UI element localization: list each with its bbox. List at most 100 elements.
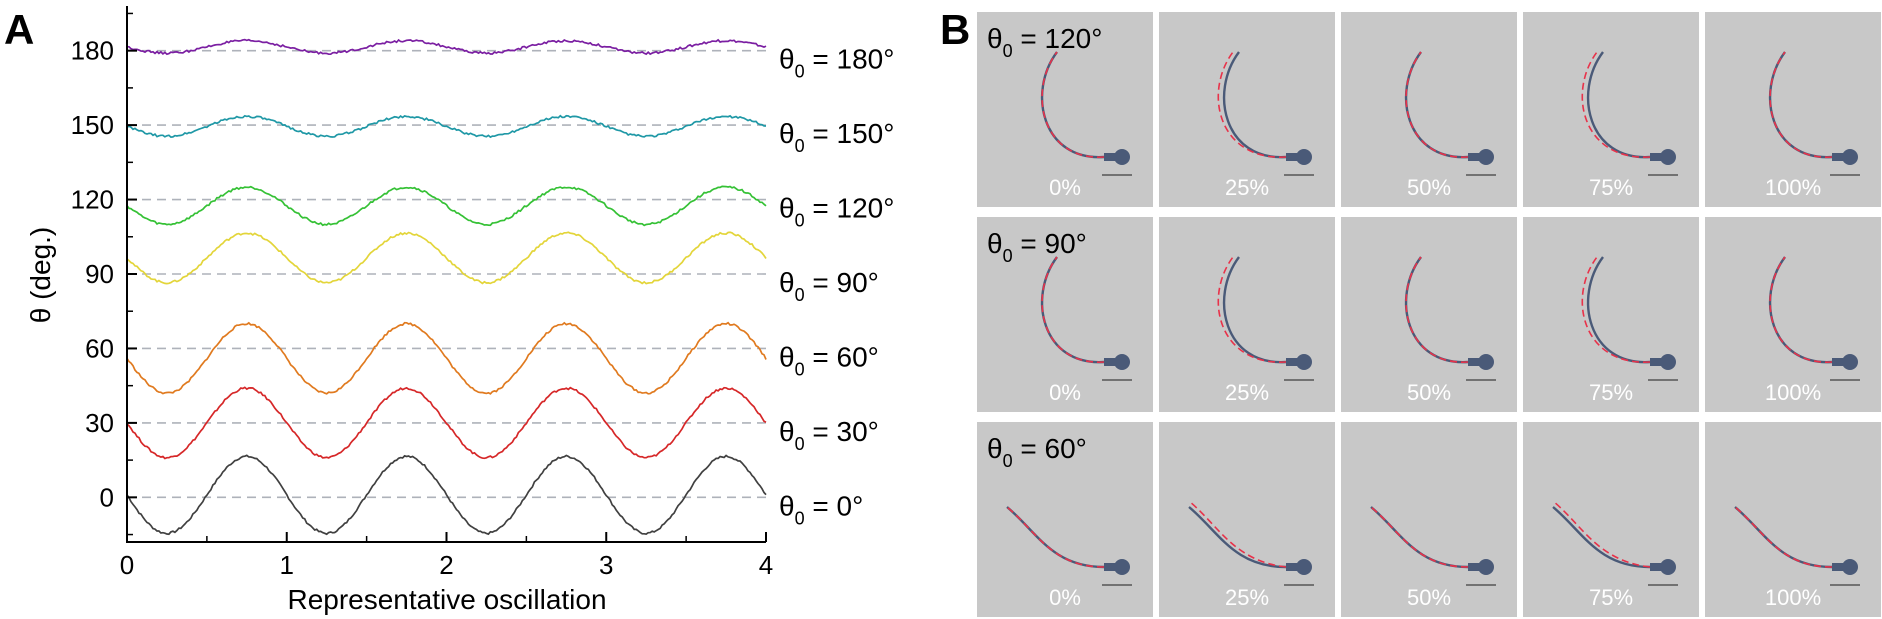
series-label-theta0-90: θ0 = 90° [779,267,879,305]
series-label-theta0-150: θ0 = 150° [779,118,894,156]
head-neck [1650,358,1664,366]
panel-b-letter: B [940,6,970,53]
series-label-theta0-60: θ0 = 60° [779,341,879,379]
snapshot-tile: 25% [1159,12,1335,207]
head-neck [1286,358,1300,366]
series-label-theta0-0: θ0 = 0° [779,490,863,528]
y-tick-label-180: 180 [71,36,114,66]
head-bead [1842,354,1858,370]
head-neck [1650,563,1664,571]
model-overlay [1581,51,1651,158]
head-bead [1478,559,1494,575]
head-neck [1832,153,1846,161]
axis-ticks: 0 1 2 3 4 0 30 60 90 120 150 180 [71,12,773,580]
snapshot-tile: 25% [1159,422,1335,617]
model-overlay [1370,506,1469,568]
model-overlay [1552,500,1651,568]
model-overlay [1217,256,1287,363]
head-neck [1832,358,1846,366]
snapshot-tile: 75% [1523,12,1699,207]
y-tick-label-150: 150 [71,110,114,140]
y-tick-label-0: 0 [100,482,114,512]
series-label-theta0-180: θ0 = 180° [779,44,894,82]
head-bead [1114,559,1130,575]
filament-shape [1768,256,1833,364]
snapshot-grid: 0% 25% 50% 75% 100% θ0 = 120° 0% 25% 50% 75% 100% θ… [977,12,1881,617]
head-neck [1286,563,1300,571]
snapshot-percent-label: 25% [1225,175,1269,200]
snapshot-percent-label: 75% [1589,380,1633,405]
x-tick-label-2: 2 [439,550,453,580]
filament-shape [1552,506,1651,569]
y-tick-label-60: 60 [85,333,114,363]
snapshot-percent-label: 75% [1589,585,1633,610]
snapshot-tile: 25% [1159,217,1335,412]
head-bead [1478,354,1494,370]
snapshot-tile: 100% [1705,422,1881,617]
snapshot-percent-label: 0% [1049,380,1081,405]
filament-shape [1040,51,1105,159]
model-overlay [1217,51,1287,158]
filament-shape [1188,506,1287,569]
filament-shape [1222,51,1287,159]
filament-shape [1404,256,1469,364]
head-neck [1650,153,1664,161]
snapshot-tile: 100% [1705,12,1881,207]
y-tick-label-30: 30 [85,408,114,438]
row-label-theta0: θ0 = 120° [987,23,1102,61]
model-overlay [1006,506,1105,568]
head-neck [1104,358,1118,366]
head-bead [1296,559,1312,575]
filament-shape [1586,51,1651,159]
x-tick-label-4: 4 [759,550,773,580]
x-tick-label-0: 0 [120,550,134,580]
snapshot-percent-label: 25% [1225,380,1269,405]
series-label-theta0-120: θ0 = 120° [779,193,894,231]
head-bead [1478,149,1494,165]
snapshot-percent-label: 100% [1765,585,1821,610]
snapshot-tile: 0% [977,422,1153,617]
head-neck [1468,563,1482,571]
snapshot-percent-label: 50% [1407,175,1451,200]
snapshot-tile: 75% [1523,217,1699,412]
model-overlay [1188,500,1287,568]
filament-shape [1586,256,1651,364]
head-neck [1832,563,1846,571]
head-bead [1114,354,1130,370]
series-line-theta0-90 [126,231,767,285]
series-lines [126,38,767,536]
row-label-theta0: θ0 = 60° [987,433,1087,471]
snapshot-tile: 0% [977,12,1153,207]
head-neck [1104,563,1118,571]
series-line-theta0-60 [126,321,767,395]
y-tick-label-120: 120 [71,185,114,215]
snapshot-tile: 50% [1341,12,1517,207]
head-bead [1114,149,1130,165]
x-tick-label-3: 3 [599,550,613,580]
series-line-theta0-30 [126,386,767,460]
snapshot-percent-label: 100% [1765,175,1821,200]
series-line-theta0-0 [126,454,767,536]
y-axis-title: θ (deg.) [25,227,56,324]
head-bead [1660,559,1676,575]
y-tick-label-90: 90 [85,259,114,289]
row-label-theta0: θ0 = 90° [987,228,1087,266]
snapshot-percent-label: 25% [1225,585,1269,610]
snapshot-tile: 75% [1523,422,1699,617]
filament-shape [1040,256,1105,364]
series-line-theta0-180 [126,38,767,56]
head-bead [1660,149,1676,165]
model-overlay [1734,506,1833,568]
panel-a-letter: A [4,6,34,53]
snapshot-tile: 50% [1341,422,1517,617]
snapshot-percent-label: 50% [1407,585,1451,610]
snapshot-percent-label: 0% [1049,585,1081,610]
series-line-theta0-120 [126,185,767,227]
head-neck [1468,153,1482,161]
snapshot-tile: 50% [1341,217,1517,412]
series-label-theta0-30: θ0 = 30° [779,416,879,454]
head-bead [1296,149,1312,165]
x-tick-label-1: 1 [280,550,294,580]
filament-shape [1404,51,1469,159]
